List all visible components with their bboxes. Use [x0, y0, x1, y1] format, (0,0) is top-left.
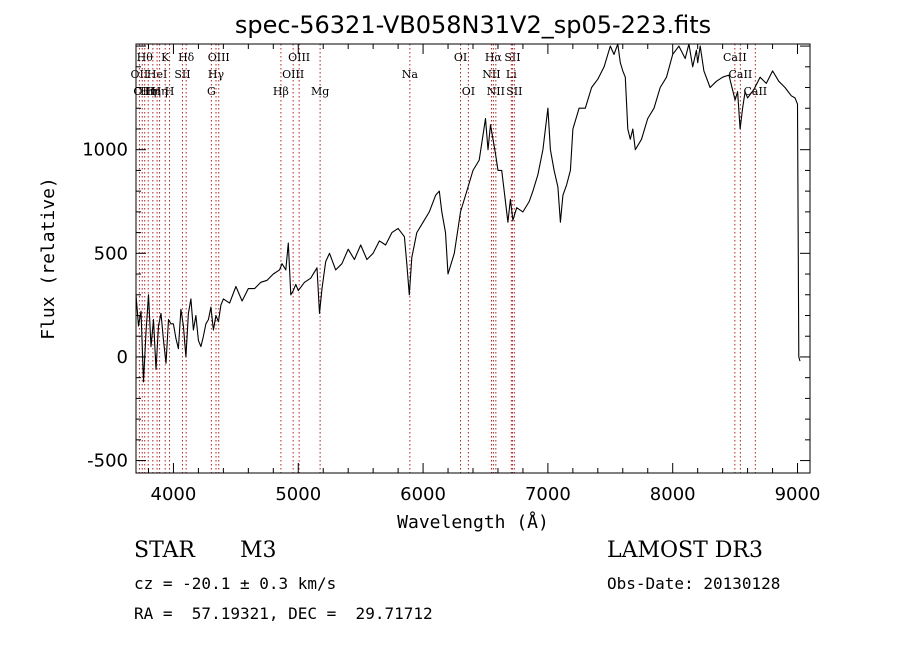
- line-label: G: [207, 85, 216, 98]
- line-label: Hγ: [208, 68, 225, 81]
- x-tick-label: 7000: [525, 484, 571, 505]
- line-label: NII: [482, 68, 500, 81]
- coordinates: RA = 57.19321, DEC = 29.71712: [134, 604, 433, 623]
- redshift-velocity: cz = -20.1 ± 0.3 km/s: [134, 574, 337, 593]
- x-tick-label: 9000: [775, 484, 821, 505]
- line-label: Hη: [151, 85, 167, 98]
- x-axis-label: Wavelength (Å): [397, 511, 549, 533]
- line-label: HeI: [147, 68, 167, 81]
- spectrum-line: [135, 43, 801, 383]
- y-tick-label: 500: [94, 243, 128, 264]
- line-label: K: [161, 51, 170, 64]
- line-label: Na: [402, 68, 419, 81]
- line-label: Hη: [140, 85, 156, 98]
- line-label: OII: [131, 68, 149, 81]
- y-tick-label: 0: [117, 347, 128, 368]
- line-label: H: [165, 85, 175, 98]
- plot-frame: [135, 43, 811, 474]
- line-label: OI: [454, 51, 467, 64]
- line-label: NII: [487, 85, 505, 98]
- x-tick-label: 5000: [275, 484, 321, 505]
- line-label: CaII: [729, 68, 753, 81]
- line-label: Hβ: [273, 85, 289, 98]
- line-label: Mg: [311, 85, 329, 98]
- line-label: Hθ: [137, 51, 154, 64]
- line-label: SII: [506, 85, 522, 98]
- line-label: Hδ: [178, 51, 195, 64]
- survey-name: LAMOST DR3: [607, 538, 763, 563]
- y-axis-label: Flux (relative): [38, 177, 59, 340]
- chart-title: spec-56321-VB058N31V2_sp05-223.fits: [235, 11, 711, 39]
- line-label: OI: [462, 85, 475, 98]
- line-label: OIII: [282, 68, 304, 81]
- line-label: OII: [133, 85, 151, 98]
- spectrum-chart: spec-56321-VB058N31V2_sp05-223.fits OII OI…: [38, 11, 821, 533]
- line-label: CaII: [723, 51, 747, 64]
- y-tick-label: -500: [87, 451, 128, 472]
- line-label: Hα: [485, 51, 503, 64]
- object-subclass: M3: [240, 538, 277, 563]
- x-tick-label: 6000: [400, 484, 446, 505]
- line-label: SII: [504, 51, 520, 64]
- x-tick-label: 8000: [650, 484, 696, 505]
- line-label: SII: [174, 68, 190, 81]
- x-tick-label: 4000: [151, 484, 197, 505]
- y-tick-label: 1000: [82, 140, 128, 161]
- line-label: Li: [506, 68, 517, 81]
- observation-date: Obs-Date: 20130128: [607, 574, 781, 593]
- object-class: STAR: [134, 538, 195, 563]
- line-label: OIII: [208, 51, 230, 64]
- line-label: OIII: [288, 51, 310, 64]
